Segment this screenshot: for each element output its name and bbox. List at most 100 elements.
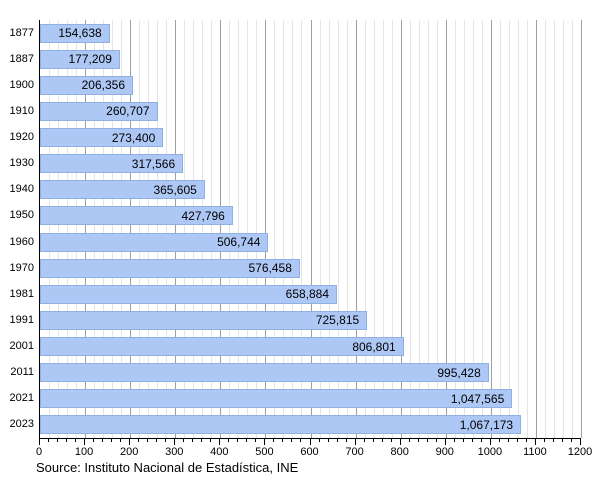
gridline-minor bbox=[319, 20, 321, 438]
x-tick-major bbox=[219, 439, 221, 445]
x-tick-minor bbox=[363, 439, 365, 442]
bar-value-label: 365,605 bbox=[153, 182, 197, 197]
gridline-minor bbox=[292, 20, 294, 438]
gridline-major bbox=[445, 20, 447, 438]
gridline-major bbox=[581, 20, 582, 438]
category-label-1940: 1940 bbox=[9, 183, 34, 196]
gridline-minor bbox=[427, 20, 429, 438]
x-tick-minor bbox=[291, 439, 293, 442]
x-tick-minor bbox=[525, 439, 527, 442]
bar-2023: 1,067,173 bbox=[40, 415, 522, 435]
category-label-1930: 1930 bbox=[9, 157, 34, 170]
x-tick-minor bbox=[336, 439, 338, 442]
x-tick-major bbox=[129, 439, 131, 445]
gridline-minor bbox=[391, 20, 393, 438]
category-label-1960: 1960 bbox=[9, 235, 34, 248]
gridline-minor bbox=[517, 20, 519, 438]
gridline-minor bbox=[382, 20, 384, 438]
bar-1877: 154,638 bbox=[40, 23, 110, 43]
x-tick-minor bbox=[426, 439, 428, 442]
gridline-minor bbox=[121, 20, 123, 438]
gridline-minor bbox=[508, 20, 510, 438]
category-label-1950: 1950 bbox=[9, 209, 34, 222]
bar-value-label: 506,744 bbox=[217, 235, 261, 250]
x-tick-minor bbox=[120, 439, 122, 442]
bar-1920: 273,400 bbox=[40, 128, 164, 148]
bar-value-label: 206,356 bbox=[81, 78, 126, 93]
bar-value-label: 273,400 bbox=[111, 130, 156, 145]
gridline-minor bbox=[274, 20, 276, 438]
category-label-1981: 1981 bbox=[9, 287, 34, 300]
gridline-major bbox=[490, 20, 492, 438]
bar-1910: 260,707 bbox=[40, 101, 158, 121]
x-tick-label-300: 300 bbox=[165, 446, 184, 458]
bar-1960: 506,744 bbox=[40, 232, 269, 252]
gridline-minor bbox=[337, 20, 339, 438]
gridline-minor bbox=[346, 20, 348, 438]
bar-value-label: 427,796 bbox=[181, 208, 225, 223]
x-tick-minor bbox=[111, 439, 113, 442]
gridline-minor bbox=[436, 20, 438, 438]
gridline-minor bbox=[157, 20, 159, 438]
bar-value-label: 1,067,173 bbox=[459, 417, 514, 432]
bar-1940: 365,605 bbox=[40, 180, 205, 200]
x-tick-minor bbox=[318, 439, 320, 442]
x-tick-minor bbox=[228, 439, 230, 442]
gridline-minor bbox=[94, 20, 96, 438]
gridline-minor bbox=[49, 20, 51, 438]
category-label-1991: 1991 bbox=[9, 313, 34, 326]
x-tick-minor bbox=[255, 439, 257, 442]
x-tick-label-1200: 1200 bbox=[567, 446, 593, 458]
x-tick-minor bbox=[372, 439, 374, 442]
x-tick-major bbox=[444, 439, 446, 445]
x-tick-minor bbox=[156, 439, 158, 442]
bar-1900: 206,356 bbox=[40, 75, 134, 95]
x-tick-minor bbox=[390, 439, 392, 442]
gridline-minor bbox=[499, 20, 501, 438]
x-tick-major bbox=[534, 439, 536, 445]
category-label-2021: 2021 bbox=[9, 392, 34, 405]
x-tick-minor bbox=[237, 439, 239, 442]
x-tick-minor bbox=[543, 439, 545, 442]
gridline-minor bbox=[301, 20, 303, 438]
x-tick-minor bbox=[147, 439, 149, 442]
gridline-minor bbox=[328, 20, 330, 438]
x-tick-minor bbox=[462, 439, 464, 442]
gridline-major bbox=[535, 20, 537, 438]
x-tick-minor bbox=[453, 439, 455, 442]
x-tick-label-100: 100 bbox=[74, 446, 94, 458]
bar-1981: 658,884 bbox=[40, 284, 338, 304]
source-caption: Source: Instituto Nacional de Estadístic… bbox=[36, 460, 299, 475]
bar-2021: 1,047,565 bbox=[40, 389, 513, 409]
x-tick-minor bbox=[345, 439, 347, 442]
bar-value-label: 177,209 bbox=[68, 52, 112, 67]
gridline-minor bbox=[544, 20, 546, 438]
bar-value-label: 995,428 bbox=[437, 365, 481, 380]
gridline-major bbox=[355, 20, 357, 438]
x-tick-label-1000: 1000 bbox=[477, 446, 503, 458]
plot-area: 154,638 177,209 206,356 260,707 273,400 317,5… bbox=[39, 20, 582, 439]
bar-value-label: 806,801 bbox=[352, 339, 396, 354]
x-tick-label-400: 400 bbox=[210, 446, 229, 458]
x-tick-major bbox=[174, 439, 176, 445]
gridline-minor bbox=[553, 20, 555, 438]
x-tick-minor bbox=[327, 439, 329, 442]
gridline-minor bbox=[202, 20, 204, 438]
gridline-minor bbox=[67, 20, 69, 438]
bar-1930: 317,566 bbox=[40, 154, 184, 174]
x-tick-minor bbox=[552, 439, 554, 442]
x-tick-major bbox=[399, 439, 401, 445]
gridline-major bbox=[220, 20, 222, 438]
x-tick-minor bbox=[435, 439, 437, 442]
x-tick-major bbox=[489, 439, 491, 445]
bar-value-label: 658,884 bbox=[285, 287, 330, 302]
x-tick-minor bbox=[516, 439, 518, 442]
gridline-major bbox=[175, 20, 177, 438]
bar-2011: 995,428 bbox=[40, 363, 489, 383]
x-tick-major bbox=[309, 439, 311, 445]
bar-value-label: 317,566 bbox=[131, 156, 176, 171]
category-label-1970: 1970 bbox=[9, 261, 34, 274]
x-tick-minor bbox=[75, 439, 77, 442]
x-tick-minor bbox=[48, 439, 50, 442]
bar-1887: 177,209 bbox=[40, 49, 120, 69]
